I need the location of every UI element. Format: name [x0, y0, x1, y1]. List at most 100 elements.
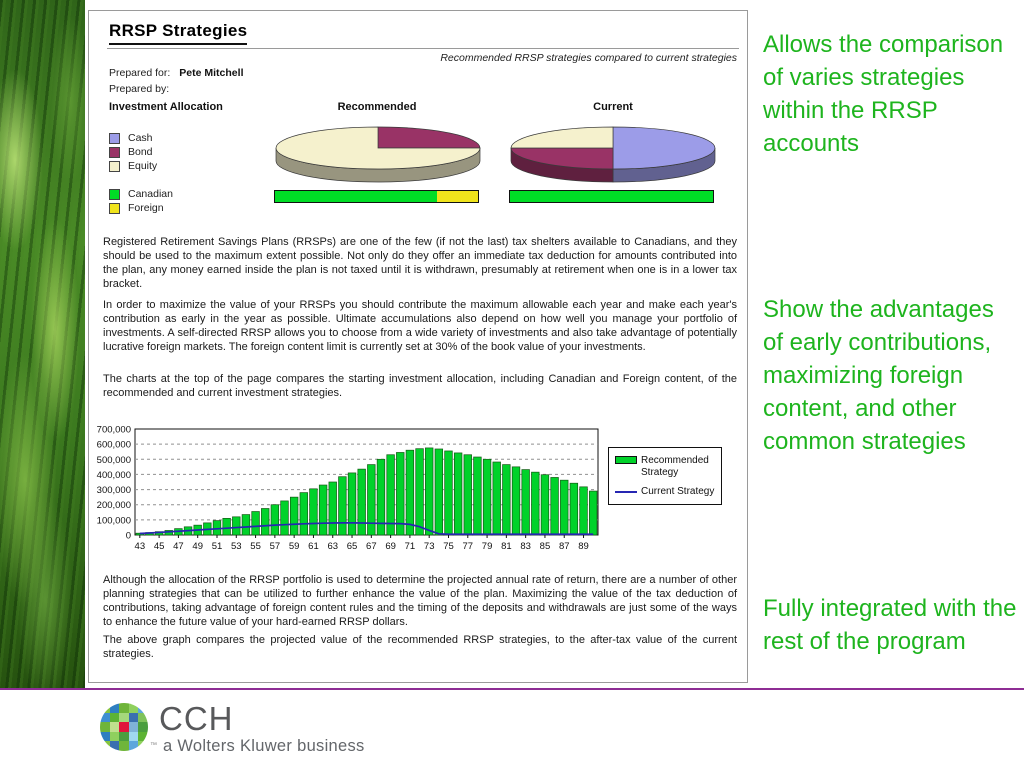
logo-mosaic-tile: [128, 731, 139, 742]
equity-swatch: [109, 160, 120, 172]
logo-mosaic-tile: [128, 741, 139, 751]
canadian-swatch: [109, 188, 120, 200]
grass-photo: [0, 0, 85, 689]
paragraph-maximize-value: In order to maximize the value of your R…: [103, 299, 737, 353]
paragraph-rrsp-intro: Registered Retirement Savings Plans (RRS…: [103, 236, 737, 290]
svg-text:65: 65: [347, 541, 358, 552]
logo-mosaic-tile: [138, 703, 148, 713]
svg-text:43: 43: [135, 541, 146, 552]
svg-text:89: 89: [578, 541, 589, 552]
svg-text:87: 87: [559, 541, 570, 552]
logo-mosaic-tile: [100, 731, 110, 742]
logo-mosaic-tile: [138, 731, 148, 742]
current-header: Current: [593, 101, 633, 113]
bond-swatch: [109, 146, 120, 158]
bottom-divider-line: [0, 688, 1024, 690]
prepared-by-label: Prepared by:: [109, 83, 170, 95]
svg-text:61: 61: [308, 541, 319, 552]
svg-text:45: 45: [154, 541, 165, 552]
logo-mosaic-tile: [128, 703, 139, 713]
paragraph-other-strategies: Although the allocation of the RRSP port…: [103, 574, 737, 628]
svg-text:81: 81: [501, 541, 512, 552]
svg-text:200,000: 200,000: [97, 500, 131, 511]
legend-item-equity: Equity: [109, 160, 157, 172]
svg-text:47: 47: [173, 541, 184, 552]
report-title: RRSP Strategies: [109, 21, 248, 45]
logo-mosaic-tile: [119, 741, 129, 751]
svg-text:69: 69: [385, 541, 396, 552]
logo-mosaic-tile: [109, 741, 120, 751]
svg-text:55: 55: [250, 541, 261, 552]
recommended-header: Recommended: [337, 101, 417, 113]
cash-swatch: [109, 132, 120, 144]
rrsp-report-page: RRSP Strategies Recommended RRSP strateg…: [88, 10, 748, 683]
paragraph-charts-note: The charts at the top of the page compar…: [103, 373, 737, 399]
recommended-content-bar: [274, 190, 479, 203]
logo-mosaic-tile: [109, 712, 120, 723]
svg-text:71: 71: [405, 541, 416, 552]
prepared-by-row: Prepared by:: [109, 83, 169, 95]
legend-item-cash: Cash: [109, 132, 153, 144]
svg-text:0: 0: [126, 531, 131, 542]
legend-item-foreign: Foreign: [109, 202, 164, 214]
svg-text:75: 75: [443, 541, 454, 552]
recommended-series-swatch: [615, 456, 637, 464]
chart-legend-recommended: Recommended Strategy: [615, 455, 716, 479]
side-note-integration: Fully integrated with the rest of the pr…: [763, 595, 1017, 655]
svg-text:49: 49: [192, 541, 203, 552]
svg-text:400,000: 400,000: [97, 470, 131, 481]
trademark-symbol: ™: [150, 742, 157, 749]
svg-text:51: 51: [212, 541, 223, 552]
side-note-advantages: Show the advantages of early contributio…: [763, 296, 994, 455]
svg-text:79: 79: [482, 541, 493, 552]
svg-text:700,000: 700,000: [97, 425, 131, 436]
svg-text:67: 67: [366, 541, 377, 552]
projection-bar-chart: 0 100,000 200,000 300,000 400,000 500,000 600,…: [97, 425, 599, 552]
logo-mosaic-tile: [119, 731, 129, 742]
svg-text:500,000: 500,000: [97, 455, 131, 466]
report-subtitle: Recommended RRSP strategies compared to …: [440, 52, 737, 64]
svg-text:300,000: 300,000: [97, 485, 131, 496]
canadian-content-segment: [510, 191, 713, 202]
prepared-for-label: Prepared for:: [109, 67, 171, 79]
brand-name: CCH: [159, 700, 234, 737]
chart-legend-current: Current Strategy: [615, 486, 716, 498]
logo-mosaic-tile: [128, 712, 139, 723]
svg-text:600,000: 600,000: [97, 440, 131, 451]
legend-item-bond: Bond: [109, 146, 153, 158]
recommended-pie-chart: [275, 126, 481, 183]
brand-tagline: a Wolters Kluwer business: [163, 737, 365, 755]
canadian-content-segment: [275, 191, 438, 202]
prepared-for-row: Prepared for: Pete Mitchell: [109, 67, 243, 79]
logo-mosaic-tile: [119, 722, 129, 732]
svg-text:53: 53: [231, 541, 242, 552]
current-series-swatch: [615, 491, 637, 493]
logo-mosaic-tile: [100, 703, 110, 713]
foreign-swatch: [109, 202, 120, 214]
logo-mosaic-tile: [109, 722, 120, 732]
legend-item-canadian: Canadian: [109, 188, 173, 200]
chart-legend-box: Recommended Strategy Current Strategy: [608, 447, 722, 505]
logo-mosaic-tile: [128, 722, 139, 732]
svg-text:63: 63: [327, 541, 338, 552]
footer: ™ CCH a Wolters Kluwer business: [0, 690, 1024, 768]
logo-mosaic-tile: [100, 741, 110, 751]
svg-text:83: 83: [520, 541, 531, 552]
paragraph-graph-note: The above graph compares the projected v…: [103, 634, 737, 660]
prepared-for-value: Pete Mitchell: [179, 67, 244, 79]
logo-mosaic-tile: [100, 712, 110, 723]
svg-text:100,000: 100,000: [97, 515, 131, 526]
svg-text:73: 73: [424, 541, 435, 552]
foreign-content-segment: [437, 191, 478, 202]
side-note-comparison: Allows the comparison of varies strategi…: [763, 31, 1004, 157]
logo-mosaic-tile: [138, 741, 148, 751]
logo-mosaic-tile: [138, 712, 148, 723]
logo-mosaic-tile: [109, 731, 120, 742]
allocation-header: Investment Allocation: [109, 101, 223, 113]
title-divider: [107, 48, 739, 49]
logo-mosaic-tile: [100, 722, 110, 732]
logo-mosaic-tile: [138, 722, 148, 732]
logo-mosaic-tile: [119, 703, 129, 713]
cch-logo-icon: [100, 703, 148, 751]
